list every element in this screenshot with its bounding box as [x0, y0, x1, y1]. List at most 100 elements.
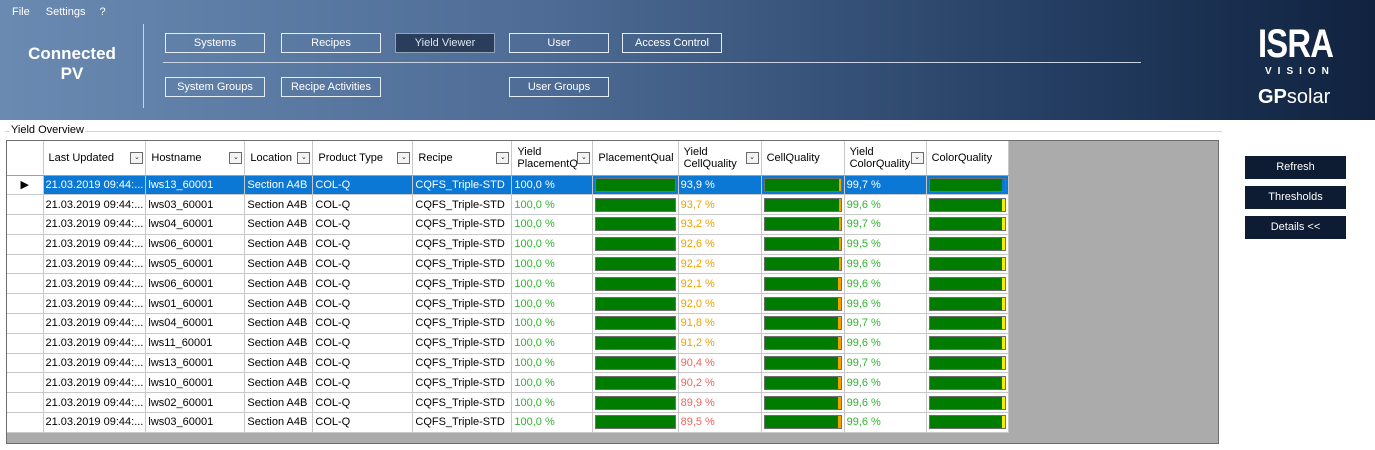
row-header[interactable] [7, 273, 44, 295]
cell-cell-quality[interactable] [761, 254, 845, 275]
cell-recipe[interactable]: CQFS_Triple-STD [412, 412, 513, 433]
cell-product-type[interactable]: COL-Q [312, 412, 414, 433]
cell-color-quality[interactable] [926, 175, 1009, 196]
cell-yield-color[interactable]: 99,5 % [844, 234, 927, 255]
column-header-location[interactable]: Location ⌄ [244, 141, 314, 176]
cell-hostname[interactable]: lws03_60001 [145, 412, 246, 433]
filter-dropdown-icon[interactable]: ⌄ [297, 151, 311, 164]
cell-placement-quality[interactable] [592, 214, 679, 235]
cell-placement-quality[interactable] [592, 313, 679, 334]
cell-color-quality[interactable] [926, 234, 1009, 255]
cell-yield-cell[interactable]: 91,2 % [678, 333, 762, 354]
cell-recipe[interactable]: CQFS_Triple-STD [412, 273, 513, 295]
column-header-color-quality[interactable]: ColorQuality [926, 141, 1009, 176]
cell-color-quality[interactable] [926, 254, 1009, 275]
nav-yield-viewer-button[interactable]: Yield Viewer [395, 33, 495, 53]
nav-recipe-activities-button[interactable]: Recipe Activities [281, 77, 381, 97]
cell-last-updated[interactable]: 21.03.2019 09:44:... [43, 273, 147, 295]
cell-recipe[interactable]: CQFS_Triple-STD [412, 313, 513, 334]
cell-product-type[interactable]: COL-Q [312, 333, 414, 354]
cell-yield-placement[interactable]: 100,0 % [511, 273, 594, 295]
cell-yield-color[interactable]: 99,6 % [844, 194, 927, 216]
cell-yield-color[interactable]: 99,6 % [844, 372, 927, 394]
cell-yield-cell[interactable]: 93,9 % [678, 175, 762, 196]
table-row[interactable]: 21.03.2019 09:44:... lws06_60001 Section A… [7, 234, 1009, 255]
cell-placement-quality[interactable] [592, 175, 679, 196]
cell-location[interactable]: Section A4B [244, 254, 314, 275]
cell-recipe[interactable]: CQFS_Triple-STD [412, 293, 513, 315]
thresholds-button[interactable]: Thresholds [1245, 186, 1346, 209]
cell-hostname[interactable]: lws03_60001 [145, 194, 246, 216]
row-header[interactable] [7, 392, 44, 414]
cell-recipe[interactable]: CQFS_Triple-STD [412, 254, 513, 275]
cell-cell-quality[interactable] [761, 175, 845, 196]
cell-recipe[interactable]: CQFS_Triple-STD [412, 194, 513, 216]
cell-recipe[interactable]: CQFS_Triple-STD [412, 392, 513, 414]
table-row[interactable]: 21.03.2019 09:44:... lws11_60001 Section A… [7, 333, 1009, 354]
cell-cell-quality[interactable] [761, 214, 845, 235]
cell-yield-cell[interactable]: 92,0 % [678, 293, 762, 315]
cell-yield-color[interactable]: 99,6 % [844, 254, 927, 275]
nav-user-button[interactable]: User [509, 33, 609, 53]
cell-hostname[interactable]: lws01_60001 [145, 293, 246, 315]
cell-yield-placement[interactable]: 100,0 % [511, 175, 594, 196]
cell-location[interactable]: Section A4B [244, 214, 314, 235]
cell-location[interactable]: Section A4B [244, 194, 314, 216]
cell-location[interactable]: Section A4B [244, 293, 314, 315]
cell-hostname[interactable]: lws06_60001 [145, 234, 246, 255]
cell-placement-quality[interactable] [592, 234, 679, 255]
cell-placement-quality[interactable] [592, 254, 679, 275]
row-header[interactable] [7, 333, 44, 354]
table-row[interactable]: ▶ 21.03.2019 09:44:... lws13_60001 Section … [7, 175, 1009, 196]
cell-yield-cell[interactable]: 93,2 % [678, 214, 762, 235]
cell-placement-quality[interactable] [592, 194, 679, 216]
cell-cell-quality[interactable] [761, 333, 845, 354]
cell-hostname[interactable]: lws13_60001 [145, 175, 246, 196]
table-row[interactable]: 21.03.2019 09:44:... lws04_60001 Section A… [7, 313, 1009, 334]
cell-color-quality[interactable] [926, 372, 1009, 394]
row-header[interactable] [7, 353, 44, 374]
filter-dropdown-icon[interactable]: ⌄ [397, 151, 411, 164]
cell-yield-placement[interactable]: 100,0 % [511, 214, 594, 235]
cell-product-type[interactable]: COL-Q [312, 293, 414, 315]
cell-hostname[interactable]: lws02_60001 [145, 392, 246, 414]
cell-placement-quality[interactable] [592, 412, 679, 433]
cell-cell-quality[interactable] [761, 372, 845, 394]
row-header[interactable] [7, 293, 44, 315]
cell-yield-placement[interactable]: 100,0 % [511, 333, 594, 354]
cell-location[interactable]: Section A4B [244, 412, 314, 433]
cell-cell-quality[interactable] [761, 293, 845, 315]
cell-yield-placement[interactable]: 100,0 % [511, 412, 594, 433]
cell-yield-color[interactable]: 99,6 % [844, 293, 927, 315]
filter-dropdown-icon[interactable]: ⌄ [229, 151, 243, 164]
cell-product-type[interactable]: COL-Q [312, 313, 414, 334]
cell-yield-placement[interactable]: 100,0 % [511, 293, 594, 315]
cell-product-type[interactable]: COL-Q [312, 392, 414, 414]
column-header-recipe[interactable]: Recipe ⌄ [412, 141, 513, 176]
filter-dropdown-icon[interactable]: ⌄ [496, 151, 510, 164]
cell-yield-cell[interactable]: 92,6 % [678, 234, 762, 255]
cell-yield-cell[interactable]: 89,9 % [678, 392, 762, 414]
cell-last-updated[interactable]: 21.03.2019 09:44:... [43, 372, 147, 394]
cell-hostname[interactable]: lws10_60001 [145, 372, 246, 394]
menu-file[interactable]: File [12, 6, 30, 18]
cell-recipe[interactable]: CQFS_Triple-STD [412, 353, 513, 374]
table-row[interactable]: 21.03.2019 09:44:... lws01_60001 Section A… [7, 293, 1009, 315]
cell-product-type[interactable]: COL-Q [312, 175, 414, 196]
cell-product-type[interactable]: COL-Q [312, 194, 414, 216]
cell-hostname[interactable]: lws06_60001 [145, 273, 246, 295]
table-row[interactable]: 21.03.2019 09:44:... lws04_60001 Section A… [7, 214, 1009, 235]
cell-placement-quality[interactable] [592, 372, 679, 394]
row-header[interactable] [7, 214, 44, 235]
cell-cell-quality[interactable] [761, 313, 845, 334]
cell-yield-color[interactable]: 99,7 % [844, 313, 927, 334]
cell-hostname[interactable]: lws04_60001 [145, 313, 246, 334]
filter-dropdown-icon[interactable]: ⌄ [910, 151, 924, 164]
cell-yield-placement[interactable]: 100,0 % [511, 194, 594, 216]
cell-location[interactable]: Section A4B [244, 372, 314, 394]
cell-product-type[interactable]: COL-Q [312, 234, 414, 255]
table-row[interactable]: 21.03.2019 09:44:... lws10_60001 Section A… [7, 372, 1009, 394]
row-header[interactable] [7, 412, 44, 433]
cell-product-type[interactable]: COL-Q [312, 214, 414, 235]
cell-product-type[interactable]: COL-Q [312, 353, 414, 374]
